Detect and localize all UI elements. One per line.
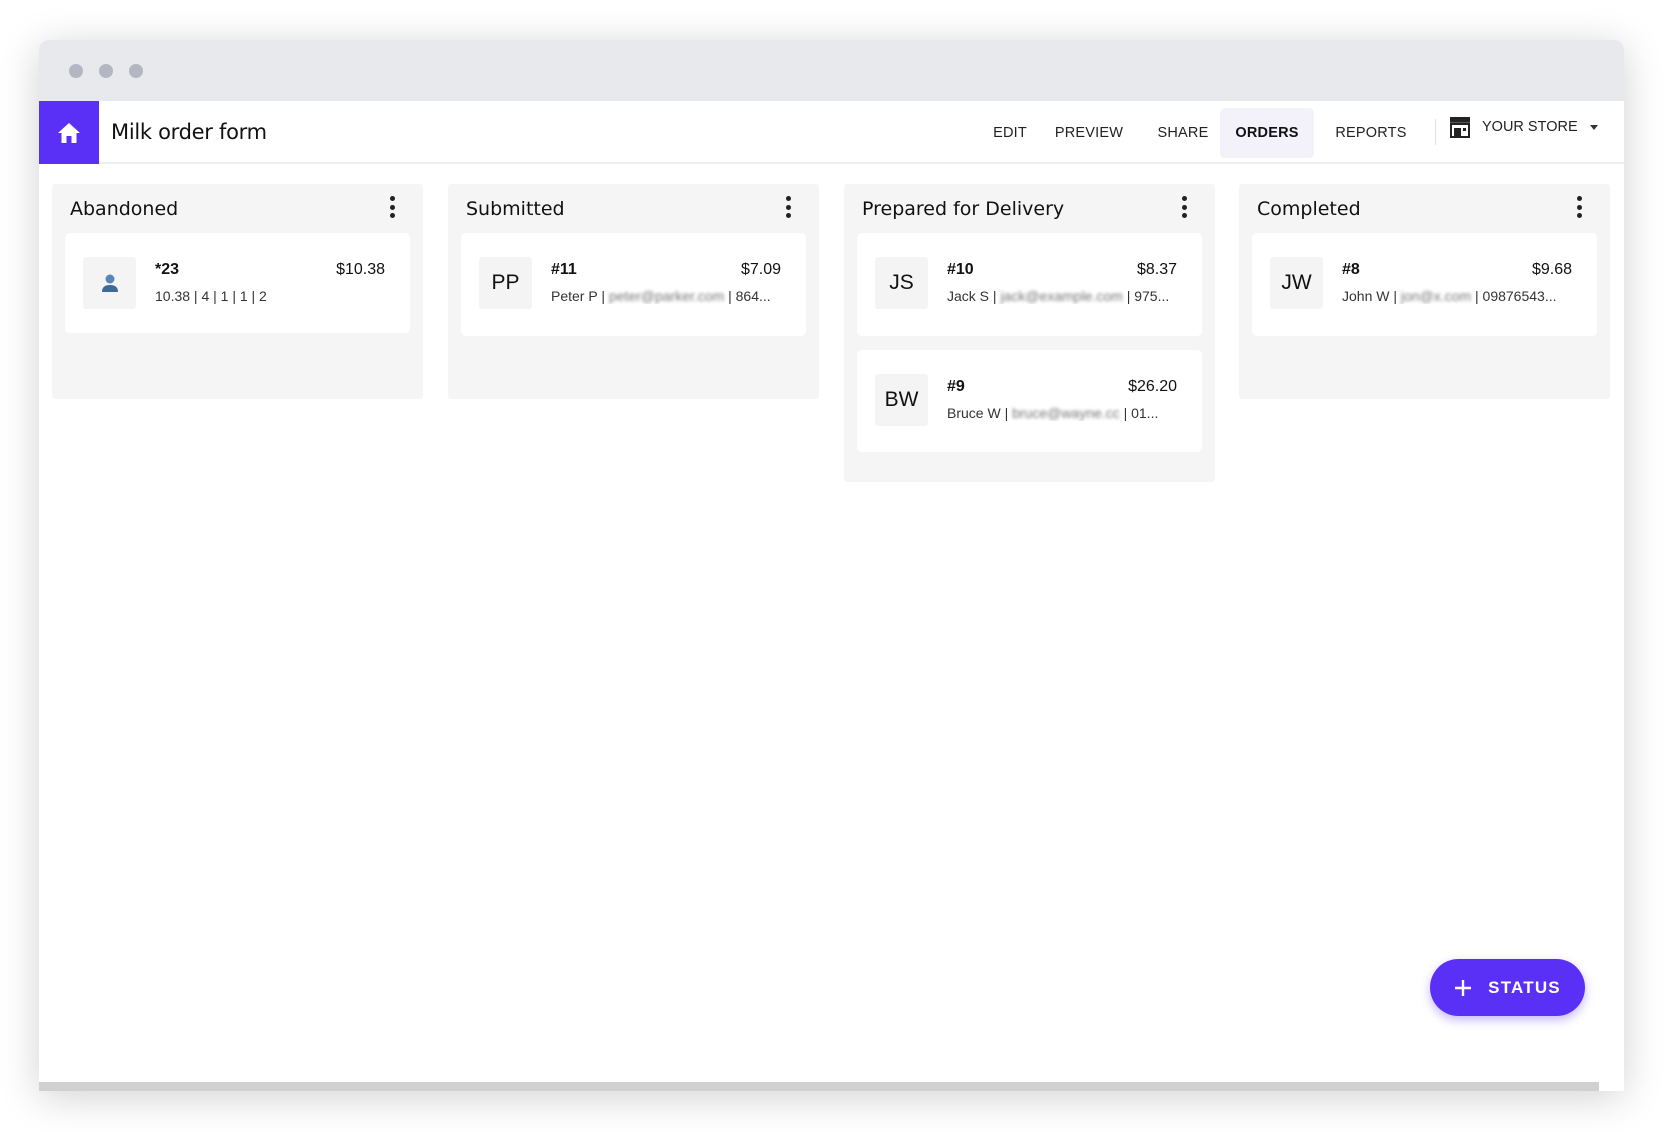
customer-email: jack@example.com [1000, 288, 1123, 304]
chevron-down-icon [1589, 124, 1598, 130]
home-button[interactable] [39, 101, 99, 164]
column-menu-icon[interactable] [783, 196, 793, 218]
avatar: PP [479, 257, 532, 309]
customer-email: bruce@wayne.cc [1012, 405, 1120, 421]
customer-phone: | 975... [1122, 288, 1170, 304]
order-details: Jack S | jack@example.com | 975... [947, 288, 1182, 304]
order-price: $7.09 [740, 261, 781, 278]
window-maximize-dot[interactable] [129, 64, 143, 78]
horizontal-scrollbar[interactable] [39, 1082, 1599, 1091]
customer-phone: | 864... [724, 288, 771, 304]
tab-share[interactable]: SHARE [1157, 125, 1209, 141]
column-title: Abandoned [70, 198, 179, 220]
order-number: #8 [1342, 261, 1360, 278]
store-label: YOUR STORE [1482, 119, 1578, 135]
page-title: Milk order form [111, 120, 267, 144]
column-menu-icon[interactable] [1179, 196, 1189, 218]
order-card[interactable]: *23 $10.38 10.38 | 4 | 1 | 1 | 2 [65, 233, 410, 333]
status-column-submitted: Submitted PP #11 $7.09 Peter P | peter@p… [448, 184, 819, 399]
customer-name: Bruce W | [947, 405, 1013, 421]
avatar: JS [875, 257, 928, 309]
customer-email: jon@x.com [1400, 288, 1472, 304]
customer-name: John W | [1342, 288, 1401, 304]
status-column-abandoned: Abandoned *23 $10.38 10.38 | 4 | 1 | 1 |… [52, 184, 423, 399]
order-price: $26.20 [1128, 378, 1177, 395]
customer-email: peter@parker.com [608, 288, 725, 304]
tab-edit[interactable]: EDIT [993, 125, 1027, 141]
person-icon [101, 274, 118, 292]
order-number: *23 [155, 261, 180, 278]
order-price: $10.38 [336, 261, 385, 278]
avatar: JW [1270, 257, 1323, 309]
customer-name: Peter P | [551, 288, 609, 304]
column-title: Submitted [466, 198, 565, 220]
order-price: $9.68 [1531, 261, 1572, 278]
app-window: Milk order form EDIT PREVIEW SHARE ORDER… [39, 40, 1624, 1091]
order-details: Peter P | peter@parker.com | 864... [551, 288, 786, 304]
app-header: Milk order form EDIT PREVIEW SHARE ORDER… [39, 101, 1624, 164]
column-menu-icon[interactable] [1574, 196, 1584, 218]
avatar: BW [875, 374, 928, 426]
tab-preview[interactable]: PREVIEW [1054, 125, 1124, 141]
add-status-label: STATUS [1488, 977, 1561, 997]
nav-divider [1435, 119, 1436, 145]
status-column-prepared-for-delivery: Prepared for Delivery JS #10 $8.37 Jack … [844, 184, 1215, 482]
order-card[interactable]: BW #9 $26.20 Bruce W | bruce@wayne.cc | … [857, 350, 1202, 452]
window-minimize-dot[interactable] [99, 64, 113, 78]
order-card[interactable]: JS #10 $8.37 Jack S | jack@example.com |… [857, 233, 1202, 336]
order-number: #9 [947, 378, 965, 395]
add-status-button[interactable]: STATUS [1430, 959, 1585, 1016]
status-column-completed: Completed JW #8 $9.68 John W | jon@x.com… [1239, 184, 1610, 399]
plus-icon [1455, 979, 1472, 996]
order-details: Bruce W | bruce@wayne.cc | 01... [947, 405, 1182, 421]
order-number: #10 [947, 261, 974, 278]
order-price: $8.37 [1136, 261, 1177, 278]
order-details: John W | jon@x.com | 09876543... [1342, 288, 1577, 304]
customer-name: Jack S | [947, 288, 1001, 304]
customer-phone: | 09876543... [1471, 288, 1557, 304]
store-selector[interactable]: YOUR STORE [1448, 115, 1598, 139]
customer-phone: | 01... [1119, 405, 1159, 421]
avatar [83, 257, 136, 309]
window-titlebar [39, 40, 1624, 101]
tab-orders[interactable]: ORDERS [1220, 108, 1314, 158]
home-icon [58, 122, 80, 143]
store-icon [1450, 117, 1470, 138]
column-title: Prepared for Delivery [862, 198, 1065, 220]
order-card[interactable]: JW #8 $9.68 John W | jon@x.com | 0987654… [1252, 233, 1597, 336]
tab-reports[interactable]: REPORTS [1335, 125, 1407, 141]
column-title: Completed [1257, 198, 1361, 220]
order-card[interactable]: PP #11 $7.09 Peter P | peter@parker.com … [461, 233, 806, 336]
order-number: #11 [551, 261, 577, 278]
window-close-dot[interactable] [69, 64, 83, 78]
column-menu-icon[interactable] [387, 196, 397, 218]
order-details: 10.38 | 4 | 1 | 1 | 2 [155, 288, 267, 304]
